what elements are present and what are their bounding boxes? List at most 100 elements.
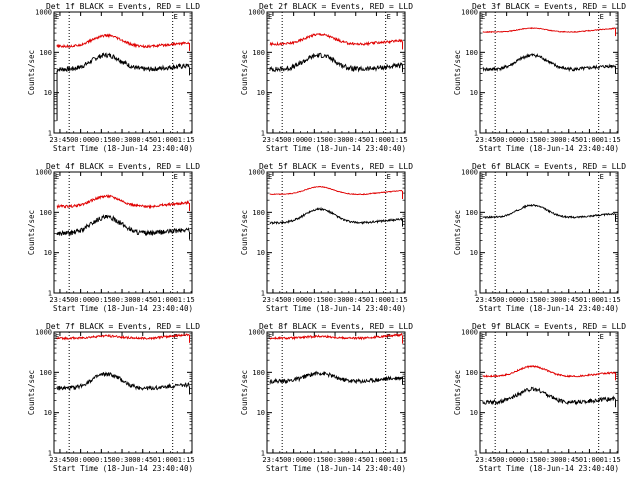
y-tick-label: 10 (470, 249, 478, 257)
x-tick-label: 01:00 (579, 136, 600, 144)
x-tick-label: 01:15 (174, 136, 195, 144)
x-tick-label: 00:45 (132, 456, 153, 464)
x-tick-label: 00:30 (324, 456, 345, 464)
x-tick-label: 00:00 (496, 456, 517, 464)
y-tick-label: 1000 (35, 169, 52, 177)
chart-title: Det 1f BLACK = Events, RED = LLD (46, 2, 200, 11)
y-tick-label: 100 (465, 209, 478, 217)
x-tick-label: 23:45 (475, 456, 496, 464)
y-tick-label: 100 (465, 49, 478, 57)
x-axis-label: Start Time (18-Jun-14 23:40:40) (479, 144, 619, 153)
plot-frame (266, 11, 406, 134)
x-tick-label: 00:30 (537, 136, 558, 144)
x-tick-label: 01:15 (387, 296, 408, 304)
plot-frame (479, 331, 619, 454)
y-tick-label: 1 (48, 290, 52, 298)
x-tick-label: 01:00 (153, 296, 174, 304)
x-tick-label: 23:45 (262, 456, 283, 464)
x-axis-label: Start Time (18-Jun-14 23:40:40) (266, 304, 406, 313)
y-tick-label: 1000 (461, 9, 478, 17)
plot-frame (266, 171, 406, 294)
x-tick-label: 01:00 (579, 296, 600, 304)
x-tick-label: 00:15 (517, 136, 538, 144)
end-marker: E (174, 13, 178, 21)
start-marker: E (481, 13, 485, 21)
x-tick-label: 23:45 (49, 296, 70, 304)
end-marker: E (600, 333, 604, 341)
start-marker: E (481, 333, 485, 341)
x-axis-label: Start Time (18-Jun-14 23:40:40) (479, 304, 619, 313)
series-line-events (56, 214, 190, 237)
x-tick-label: 00:00 (283, 456, 304, 464)
chart-title: Det 9f BLACK = Events, RED = LLD (472, 322, 626, 331)
start-marker: E (55, 173, 59, 181)
x-tick-label: 01:00 (366, 456, 387, 464)
y-axis-label: Counts/sec (240, 210, 249, 255)
x-tick-label: 01:15 (174, 456, 195, 464)
y-tick-label: 1000 (248, 329, 265, 337)
series-line-lld (482, 26, 616, 34)
end-marker: E (387, 333, 391, 341)
y-tick-label: 1000 (35, 329, 52, 337)
x-tick-label: 00:45 (345, 296, 366, 304)
y-tick-label: 100 (252, 369, 265, 377)
y-tick-label: 1 (261, 450, 265, 458)
y-tick-label: 10 (44, 249, 52, 257)
chart-title: Det 5f BLACK = Events, RED = LLD (259, 162, 413, 171)
x-tick-label: 00:30 (111, 136, 132, 144)
y-tick-label: 10 (470, 89, 478, 97)
y-tick-label: 100 (465, 369, 478, 377)
x-tick-label: 00:30 (324, 136, 345, 144)
start-marker: E (268, 13, 272, 21)
y-tick-label: 10 (44, 89, 52, 97)
x-tick-label: 00:15 (304, 456, 325, 464)
x-axis-label: Start Time (18-Jun-14 23:40:40) (266, 144, 406, 153)
chart-svg: Det 3f BLACK = Events, RED = LLD 1 10 100 10… (453, 2, 626, 153)
chart-title: Det 7f BLACK = Events, RED = LLD (46, 322, 200, 331)
x-tick-label: 00:00 (283, 296, 304, 304)
y-tick-label: 100 (39, 209, 52, 217)
y-tick-label: 1000 (461, 169, 478, 177)
end-marker: E (387, 13, 391, 21)
y-axis-label: Counts/sec (27, 370, 36, 415)
plot-frame (53, 11, 193, 134)
x-tick-label: 23:45 (262, 136, 283, 144)
y-axis-label: Counts/sec (27, 50, 36, 95)
y-tick-label: 1000 (35, 9, 52, 17)
x-tick-label: 00:15 (91, 296, 112, 304)
plot-frame (53, 331, 193, 454)
x-tick-label: 01:15 (600, 136, 621, 144)
x-axis-label: Start Time (18-Jun-14 23:40:40) (479, 464, 619, 473)
x-tick-label: 00:30 (111, 456, 132, 464)
x-tick-label: 00:45 (132, 136, 153, 144)
x-tick-label: 00:45 (558, 136, 579, 144)
x-tick-label: 00:15 (304, 136, 325, 144)
plot-frame (53, 171, 193, 294)
detector-panel-7: Det 7f BLACK = Events, RED = LLD 1 10 100 10… (0, 320, 213, 480)
series-line-events (482, 203, 616, 219)
y-tick-label: 1000 (248, 169, 265, 177)
x-axis-label: Start Time (18-Jun-14 23:40:40) (53, 304, 193, 313)
y-axis-label: Counts/sec (453, 210, 462, 255)
series-line-lld (269, 332, 403, 341)
x-tick-label: 01:15 (174, 296, 195, 304)
series-line-lld (269, 185, 403, 196)
x-tick-label: 00:45 (558, 456, 579, 464)
y-tick-label: 100 (39, 369, 52, 377)
detector-panel-8: Det 8f BLACK = Events, RED = LLD 1 10 100 10… (213, 320, 426, 480)
chart-title: Det 6f BLACK = Events, RED = LLD (472, 162, 626, 171)
chart-svg: Det 9f BLACK = Events, RED = LLD 1 10 100 10… (453, 322, 626, 473)
end-marker: E (600, 173, 604, 181)
series-line-events (269, 52, 403, 73)
detector-panel-3: Det 3f BLACK = Events, RED = LLD 1 10 100 10… (426, 0, 639, 160)
x-tick-label: 00:00 (70, 296, 91, 304)
y-axis-label: Counts/sec (240, 50, 249, 95)
y-tick-label: 1 (474, 450, 478, 458)
plot-frame (479, 11, 619, 134)
y-tick-label: 10 (257, 89, 265, 97)
end-marker: E (174, 173, 178, 181)
x-tick-label: 23:45 (262, 296, 283, 304)
x-tick-label: 00:30 (537, 296, 558, 304)
y-tick-label: 100 (252, 209, 265, 217)
